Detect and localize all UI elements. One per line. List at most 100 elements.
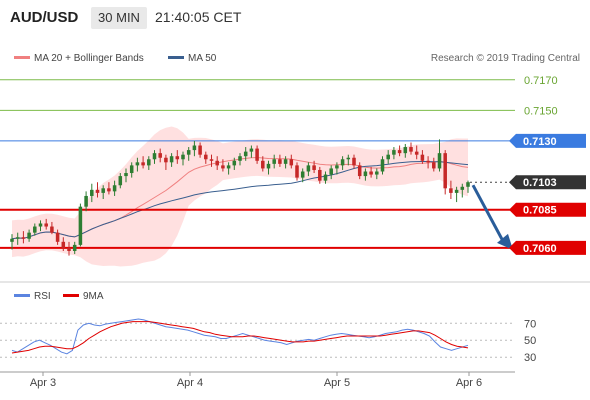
candle [226, 162, 231, 175]
level-tag-text-0.7085: 0.7085 [523, 205, 557, 217]
chart-header: AUD/USD 30 MIN 21:40:05 CET [0, 0, 590, 36]
candle [204, 151, 208, 164]
candle [323, 171, 328, 184]
candle-body [175, 156, 180, 160]
candle [414, 145, 419, 160]
candle-body [21, 237, 26, 239]
candle-body [141, 162, 145, 166]
candle-body [129, 165, 134, 174]
candle [44, 218, 48, 230]
candle-body [198, 145, 202, 155]
candle-body [289, 159, 294, 166]
candle [283, 156, 288, 169]
candle [266, 160, 271, 175]
rsi-tick-label: 50 [524, 335, 536, 347]
candle [392, 147, 396, 160]
ma9-legend-swatch [63, 294, 79, 297]
candle [152, 150, 157, 164]
candle [249, 145, 254, 158]
candle [67, 241, 71, 256]
candle [107, 182, 111, 195]
candle-body [186, 150, 191, 155]
candle-body [118, 176, 123, 186]
x-tick-label: Apr 3 [30, 377, 56, 389]
candle [215, 156, 219, 170]
ma9-legend-label: 9MA [83, 291, 104, 302]
candle-body [392, 150, 396, 155]
candle [289, 154, 294, 169]
candle-body [432, 162, 436, 169]
level-tag-0.7060 [509, 240, 586, 255]
candle-body [84, 195, 88, 207]
ma20-legend-label: MA 20 + Bollinger Bands [34, 53, 144, 64]
candle [15, 232, 20, 245]
timeframe-badge[interactable]: 30 MIN [91, 7, 147, 29]
candle [232, 157, 237, 170]
candle [72, 241, 77, 255]
candle-body [249, 148, 254, 152]
candle-body [335, 165, 339, 169]
candle-body [209, 159, 214, 161]
candle-body [215, 160, 219, 166]
candle-body [255, 148, 259, 161]
candle [112, 180, 117, 196]
candle [61, 237, 66, 251]
candle-body [380, 159, 385, 172]
candle-body [112, 185, 117, 192]
candle [192, 140, 197, 157]
candle-body [238, 156, 242, 161]
level-tags: 0.7170 0.7150 0.7130 0.7103 0.7085 0.7060 [509, 75, 586, 255]
candle [95, 182, 100, 198]
candle [21, 231, 26, 244]
x-tick-label: Apr 6 [456, 377, 482, 389]
candle [135, 157, 140, 172]
level-tag-0.7103 [509, 175, 586, 190]
candle [198, 142, 202, 158]
candle [27, 229, 31, 242]
candle-body [266, 163, 271, 169]
rsi-grid [0, 322, 515, 358]
candle-body [466, 182, 470, 187]
candle-body [261, 160, 265, 169]
candle-body [90, 189, 94, 196]
candle-body [10, 238, 14, 242]
candle [55, 229, 60, 245]
candle-body [437, 153, 442, 169]
candle-body [403, 147, 408, 154]
candle [118, 173, 123, 189]
candle-body [272, 159, 276, 164]
ma50-legend-label: MA 50 [188, 53, 217, 64]
level-tag-0.7085 [509, 202, 586, 217]
candle-body [61, 241, 66, 248]
candle-body [67, 247, 71, 251]
candle-body [295, 165, 299, 178]
candle [147, 156, 151, 170]
candle-body [101, 188, 105, 193]
candle-body [232, 160, 237, 166]
candle-body [278, 159, 282, 164]
ma50-line [11, 161, 469, 240]
candle-body [169, 156, 174, 163]
candle [186, 147, 191, 161]
candle-body [352, 157, 356, 166]
candle [84, 191, 88, 212]
candle-body [369, 171, 373, 175]
forecast-arrow [471, 184, 513, 250]
candle-body [346, 157, 351, 160]
candle-body [357, 165, 362, 177]
candle [460, 183, 465, 198]
candle-body [243, 151, 248, 157]
rsi-lines [11, 318, 469, 355]
candle [38, 220, 43, 232]
candle-body [78, 206, 83, 245]
x-tick-label: Apr 4 [177, 377, 203, 389]
candle [124, 168, 128, 183]
candle-body [386, 154, 390, 160]
candle [261, 156, 265, 172]
candle [272, 154, 276, 169]
candle [238, 153, 242, 166]
candle [449, 180, 453, 200]
candle [397, 145, 402, 157]
candle [209, 154, 214, 167]
candle-body [33, 226, 37, 233]
